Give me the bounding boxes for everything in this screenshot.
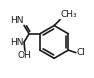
Text: CH₃: CH₃ xyxy=(60,10,77,19)
Text: HN: HN xyxy=(10,16,24,25)
Text: Cl: Cl xyxy=(76,48,85,57)
Text: OH: OH xyxy=(18,51,32,60)
Text: HN: HN xyxy=(10,38,24,47)
